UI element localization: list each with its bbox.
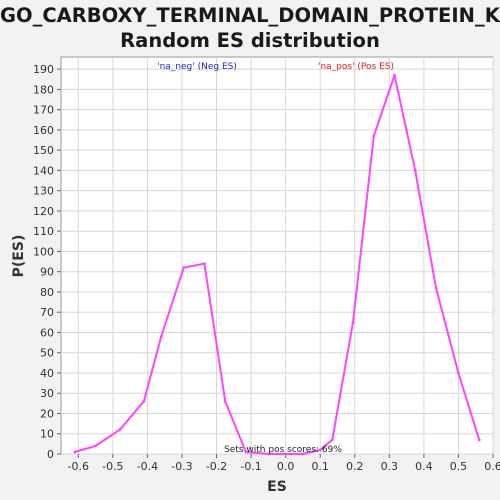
grid-lines [61, 57, 494, 455]
y-tick-label: 60 [40, 326, 54, 339]
legend-neg-label: 'na_neg' (Neg ES) [157, 62, 237, 72]
data-point [94, 444, 97, 448]
x-axis-ticks: -0.6 -0.5 -0.4 -0.3 -0.2 -0.1 0.0 0.1 0.2 0.3 0.4 0… [68, 454, 500, 473]
data-point [159, 335, 163, 338]
data-point [318, 448, 322, 452]
x-tick-label: -0.6 [68, 460, 89, 473]
y-tick-label: 190 [33, 63, 54, 76]
data-point [434, 286, 438, 290]
y-axis-label: P(ES) [11, 235, 27, 278]
chart-title: GO_CARBOXY_TERMINAL_DOMAIN_PROTEIN_KINAS… [0, 4, 500, 52]
data-point [142, 399, 146, 403]
pos-scores-annotation: Sets with pos scores: 69% [224, 445, 342, 455]
y-tick-label: 110 [33, 225, 54, 238]
legend-pos-label: 'na_pos' (Pos ES) [318, 62, 394, 72]
y-tick-label: 80 [40, 286, 54, 299]
x-tick-label: 0.3 [381, 460, 399, 473]
data-point [413, 169, 417, 172]
y-tick-label: 20 [40, 407, 54, 420]
x-tick-label: -0.3 [171, 460, 192, 473]
y-tick-label: 180 [33, 83, 54, 96]
data-point [203, 262, 206, 266]
y-axis-ticks: 0 10 20 30 40 50 60 70 80 90 100 110 120 130 140 150 160… [33, 63, 61, 461]
data-point [330, 438, 334, 442]
y-tick-label: 120 [33, 205, 54, 218]
y-tick-label: 40 [40, 367, 54, 380]
data-point [73, 450, 77, 454]
data-point [118, 428, 122, 432]
x-tick-label: -0.2 [206, 460, 227, 473]
x-tick-label: -0.1 [240, 460, 261, 473]
plot-area [60, 56, 494, 455]
data-point [301, 452, 305, 456]
y-tick-label: 10 [40, 428, 54, 441]
x-tick-label: -0.4 [137, 460, 158, 473]
y-tick-label: 170 [33, 104, 54, 117]
y-tick-label: 150 [33, 144, 54, 157]
y-tick-label: 90 [40, 266, 54, 279]
data-point [182, 266, 186, 270]
data-point [372, 134, 376, 138]
data-point [477, 438, 481, 442]
x-tick-label: 0.0 [277, 460, 295, 473]
data-point [351, 320, 355, 324]
y-tick-label: 100 [33, 245, 54, 258]
data-point [223, 399, 227, 403]
x-tick-label: 0.1 [311, 460, 329, 473]
y-tick-label: 130 [33, 185, 54, 198]
series-points [73, 73, 481, 456]
x-tick-label: 0.2 [346, 460, 364, 473]
x-tick-label: 0.4 [415, 460, 433, 473]
data-point [266, 452, 270, 456]
y-tick-label: 50 [40, 347, 54, 360]
data-point [457, 371, 460, 375]
y-tick-label: 160 [33, 124, 54, 137]
x-tick-label: 0.5 [450, 460, 468, 473]
data-point [393, 73, 396, 77]
x-tick-label: -0.5 [102, 460, 123, 473]
y-tick-label: 0 [47, 448, 54, 461]
data-point [284, 452, 288, 456]
y-tick-label: 70 [40, 306, 54, 319]
x-tick-label: 0.6 [484, 460, 500, 473]
data-point [244, 450, 248, 454]
x-axis-label: ES [267, 479, 287, 495]
y-tick-label: 140 [33, 164, 54, 177]
y-tick-label: 30 [40, 387, 54, 400]
